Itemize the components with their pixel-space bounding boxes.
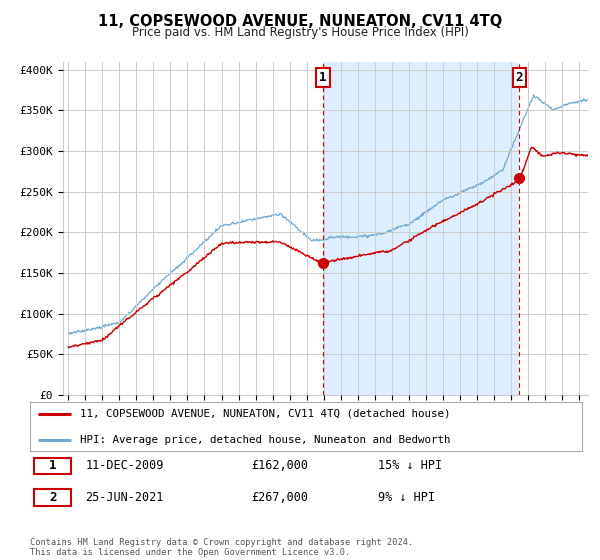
Text: £267,000: £267,000 [251,491,308,504]
Text: 25-JUN-2021: 25-JUN-2021 [85,491,164,504]
FancyBboxPatch shape [34,489,71,506]
Bar [323,62,520,395]
Text: 11-DEC-2009: 11-DEC-2009 [85,459,164,473]
Text: 1: 1 [319,71,326,85]
Text: 11, COPSEWOOD AVENUE, NUNEATON, CV11 4TQ: 11, COPSEWOOD AVENUE, NUNEATON, CV11 4TQ [98,14,502,29]
Text: 11, COPSEWOOD AVENUE, NUNEATON, CV11 4TQ (detached house): 11, COPSEWOOD AVENUE, NUNEATON, CV11 4TQ… [80,409,450,419]
Text: 9% ↓ HPI: 9% ↓ HPI [378,491,435,504]
FancyBboxPatch shape [34,458,71,474]
Text: 1: 1 [49,459,56,473]
Text: £162,000: £162,000 [251,459,308,473]
Text: Contains HM Land Registry data © Crown copyright and database right 2024.
This d: Contains HM Land Registry data © Crown c… [30,538,413,557]
Text: 2: 2 [516,71,523,85]
Text: Price paid vs. HM Land Registry's House Price Index (HPI): Price paid vs. HM Land Registry's House … [131,26,469,39]
Text: HPI: Average price, detached house, Nuneaton and Bedworth: HPI: Average price, detached house, Nune… [80,435,450,445]
Text: 2: 2 [49,491,56,504]
Text: 15% ↓ HPI: 15% ↓ HPI [378,459,442,473]
